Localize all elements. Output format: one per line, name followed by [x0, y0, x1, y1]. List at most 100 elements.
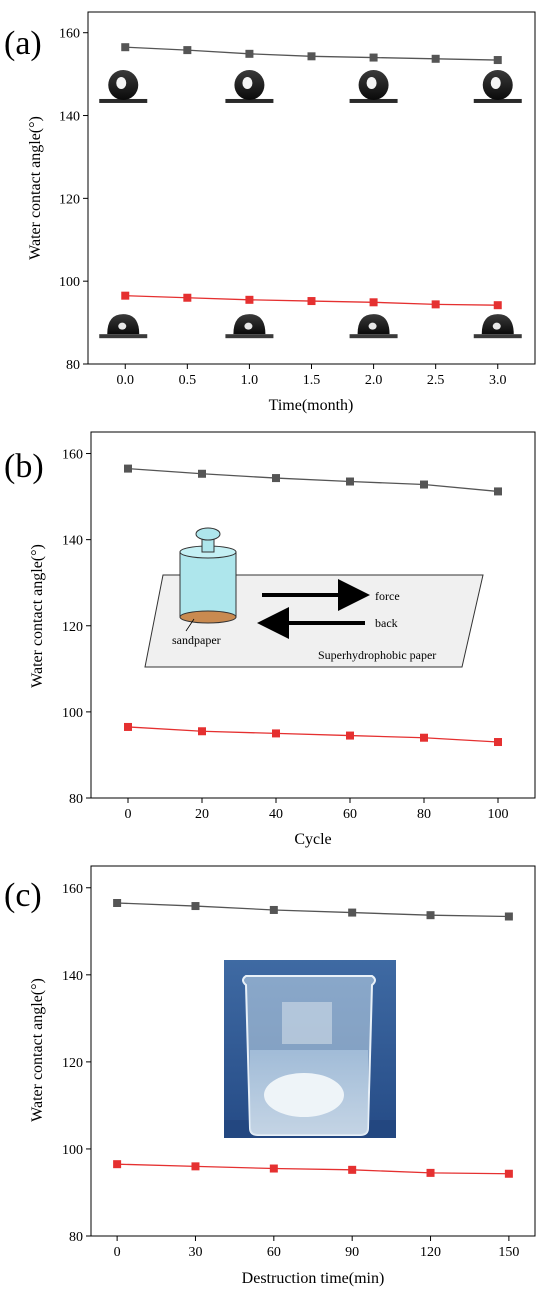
superhydrophobic-substrate [99, 98, 148, 103]
y-tick-label-c: 140 [62, 969, 83, 984]
top-series-point-a [307, 52, 316, 61]
top-series-point-c [504, 912, 513, 921]
droplet-highlight [118, 322, 127, 330]
hydrophobic-substrate [225, 334, 274, 339]
y-axis-label-b: Water contact angle(°) [29, 544, 46, 688]
paper-label: Superhydrophobic paper [318, 648, 436, 662]
top-series-line-b [127, 467, 499, 493]
top-series-point-b [346, 477, 354, 486]
bottom-series-point-a [183, 293, 192, 302]
panel-b: (b) 0 20 40 60 80 100 80 100 120 140 160 force bac… [4, 431, 536, 848]
y-tick-label-a: 120 [59, 192, 80, 207]
ticks-a: 0.0 0.5 1.0 1.5 2.0 2.5 3.0 80 100 120 140 160 [59, 27, 507, 388]
panel-c: (c) 0 30 60 90 120 150 80 100 120 140 160 Destruct… [4, 865, 536, 1287]
series-a [121, 43, 502, 310]
top-series-line-c [117, 902, 509, 918]
droplet-highlight [116, 76, 127, 89]
top-series-point-b [420, 480, 428, 489]
top-series-point-c [113, 899, 122, 907]
x-tick-label-c: 0 [114, 1245, 121, 1260]
bottom-series-point-b [272, 729, 280, 738]
top-series-point-c [426, 911, 435, 920]
top-series-point-a [369, 53, 378, 62]
top-series-point-c [269, 905, 278, 914]
top-series-point-a [121, 43, 130, 52]
y-tick-label-a: 160 [59, 27, 80, 42]
hydrophobic-substrate [473, 334, 522, 339]
droplet-highlight [244, 322, 253, 330]
y-tick-label-a: 80 [66, 358, 80, 373]
hydrophobic-substrate [99, 334, 148, 339]
y-tick-label-c: 80 [69, 1230, 83, 1245]
bottom-series-point-b [346, 731, 354, 740]
panel-a: (a) 0.0 0.5 1.0 1.5 2.0 2.5 3.080100120140160 … [4, 11, 536, 414]
top-series-point-a [493, 56, 502, 65]
sandpaper-disc [179, 610, 237, 624]
x-tick-label-a: 0.5 [179, 373, 197, 388]
droplet-highlight [492, 322, 501, 330]
bottom-series-point-a [121, 291, 130, 300]
superhydrophobic-substrate [225, 98, 274, 103]
sandpaper-pointer [185, 618, 195, 632]
x-tick-label-b: 40 [269, 807, 283, 822]
x-tick-label-c: 150 [498, 1245, 519, 1260]
top-series-point-a [183, 46, 192, 55]
paper-pulp [264, 1073, 344, 1117]
sandpaper-label: sandpaper [172, 633, 221, 647]
bottom-series-point-a [307, 297, 316, 306]
droplet-highlight [368, 322, 377, 330]
x-axis-label-c: Destruction time(min) [242, 1270, 385, 1287]
bottom-series-point-c [269, 1164, 278, 1173]
panel-label-a: (a) [4, 25, 42, 62]
droplet-highlight [242, 76, 253, 89]
droplet-highlight [490, 76, 501, 89]
beaker-photo-inset [224, 960, 396, 1138]
droplet-highlight [366, 76, 377, 89]
y-tick-label-c: 160 [62, 882, 83, 897]
top-series-point-a [431, 54, 440, 63]
plot-frame-b [90, 431, 536, 799]
bottom-series-point-a [431, 300, 440, 309]
beaker-label-area [282, 1002, 332, 1044]
series-b [124, 464, 502, 747]
bottom-series-point-c [504, 1169, 513, 1178]
bottom-series-point-a [245, 295, 254, 304]
weight-cylinder [179, 551, 237, 618]
x-tick-label-b: 60 [343, 807, 357, 822]
x-tick-label-b: 100 [488, 807, 509, 822]
top-series-point-b [494, 487, 502, 496]
panel-label-c: (c) [4, 877, 42, 914]
top-series-point-b [124, 464, 132, 473]
bottom-series-point-b [420, 733, 428, 742]
x-axis-label-b: Cycle [294, 831, 331, 848]
x-tick-label-c: 120 [420, 1245, 441, 1260]
y-tick-label-b: 80 [69, 792, 83, 807]
ticks-c: 0 30 60 90 120 150 80 100 120 140 160 [62, 882, 519, 1260]
panel-label-b: (b) [4, 448, 44, 485]
ticks-b: 0 20 40 60 80 100 80 100 120 140 160 [62, 448, 509, 822]
x-tick-label-c: 90 [345, 1245, 359, 1260]
y-tick-label-b: 160 [62, 448, 83, 463]
bottom-series-point-b [198, 727, 206, 736]
x-tick-label-a: 1.5 [303, 373, 321, 388]
y-tick-label-b: 120 [62, 620, 83, 635]
top-series-point-b [198, 469, 206, 478]
bottom-series-point-c [426, 1168, 435, 1177]
y-tick-label-b: 140 [62, 534, 83, 549]
x-tick-label-b: 20 [195, 807, 209, 822]
x-axis-label-a: Time(month) [269, 397, 354, 414]
top-series-point-a [245, 49, 254, 58]
top-series-point-c [191, 902, 200, 911]
plot-frame-c [90, 865, 536, 1237]
bottom-series-point-b [494, 738, 502, 747]
x-tick-label-b: 0 [125, 807, 132, 822]
superhydrophobic-substrate [349, 98, 398, 103]
x-tick-label-a: 2.5 [427, 373, 445, 388]
bottom-series-point-a [369, 298, 378, 307]
series-c [113, 899, 513, 1178]
superhydrophobic-substrate [473, 98, 522, 103]
x-tick-label-c: 30 [188, 1245, 202, 1260]
x-tick-label-b: 80 [417, 807, 431, 822]
top-series-point-c [348, 908, 357, 917]
